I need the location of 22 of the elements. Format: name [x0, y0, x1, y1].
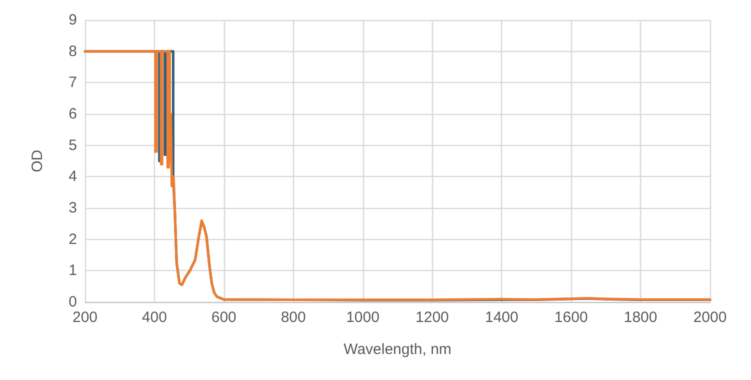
x-tick-label: 600 — [211, 309, 236, 326]
x-tick-label: 2000 — [693, 309, 727, 326]
x-tick-label: 1400 — [484, 309, 518, 326]
x-tick-label: 1000 — [346, 309, 380, 326]
x-tick-label: 1600 — [554, 309, 588, 326]
y-tick-label: 2 — [68, 230, 77, 248]
x-tick-label: 1200 — [416, 309, 449, 326]
y-tick-label: 6 — [68, 106, 77, 122]
y-tick-label: 9 — [68, 12, 77, 28]
x-axis-title: Wavelength, nm — [344, 341, 452, 358]
y-tick-label: 8 — [68, 42, 77, 60]
y-tick-label: 1 — [68, 262, 77, 280]
y-tick-label: 3 — [68, 200, 77, 216]
x-tick-label: 400 — [142, 309, 167, 326]
x-tick-label: 1800 — [624, 309, 658, 326]
y-tick-label: 0 — [68, 294, 77, 310]
x-tick-label: 200 — [72, 309, 98, 326]
y-tick-label: 5 — [68, 136, 77, 154]
y-axis-title: OD — [29, 150, 46, 172]
x-tick-label: 800 — [280, 309, 306, 326]
y-tick-label: 4 — [68, 168, 77, 186]
y-tick-label: 7 — [68, 74, 77, 92]
